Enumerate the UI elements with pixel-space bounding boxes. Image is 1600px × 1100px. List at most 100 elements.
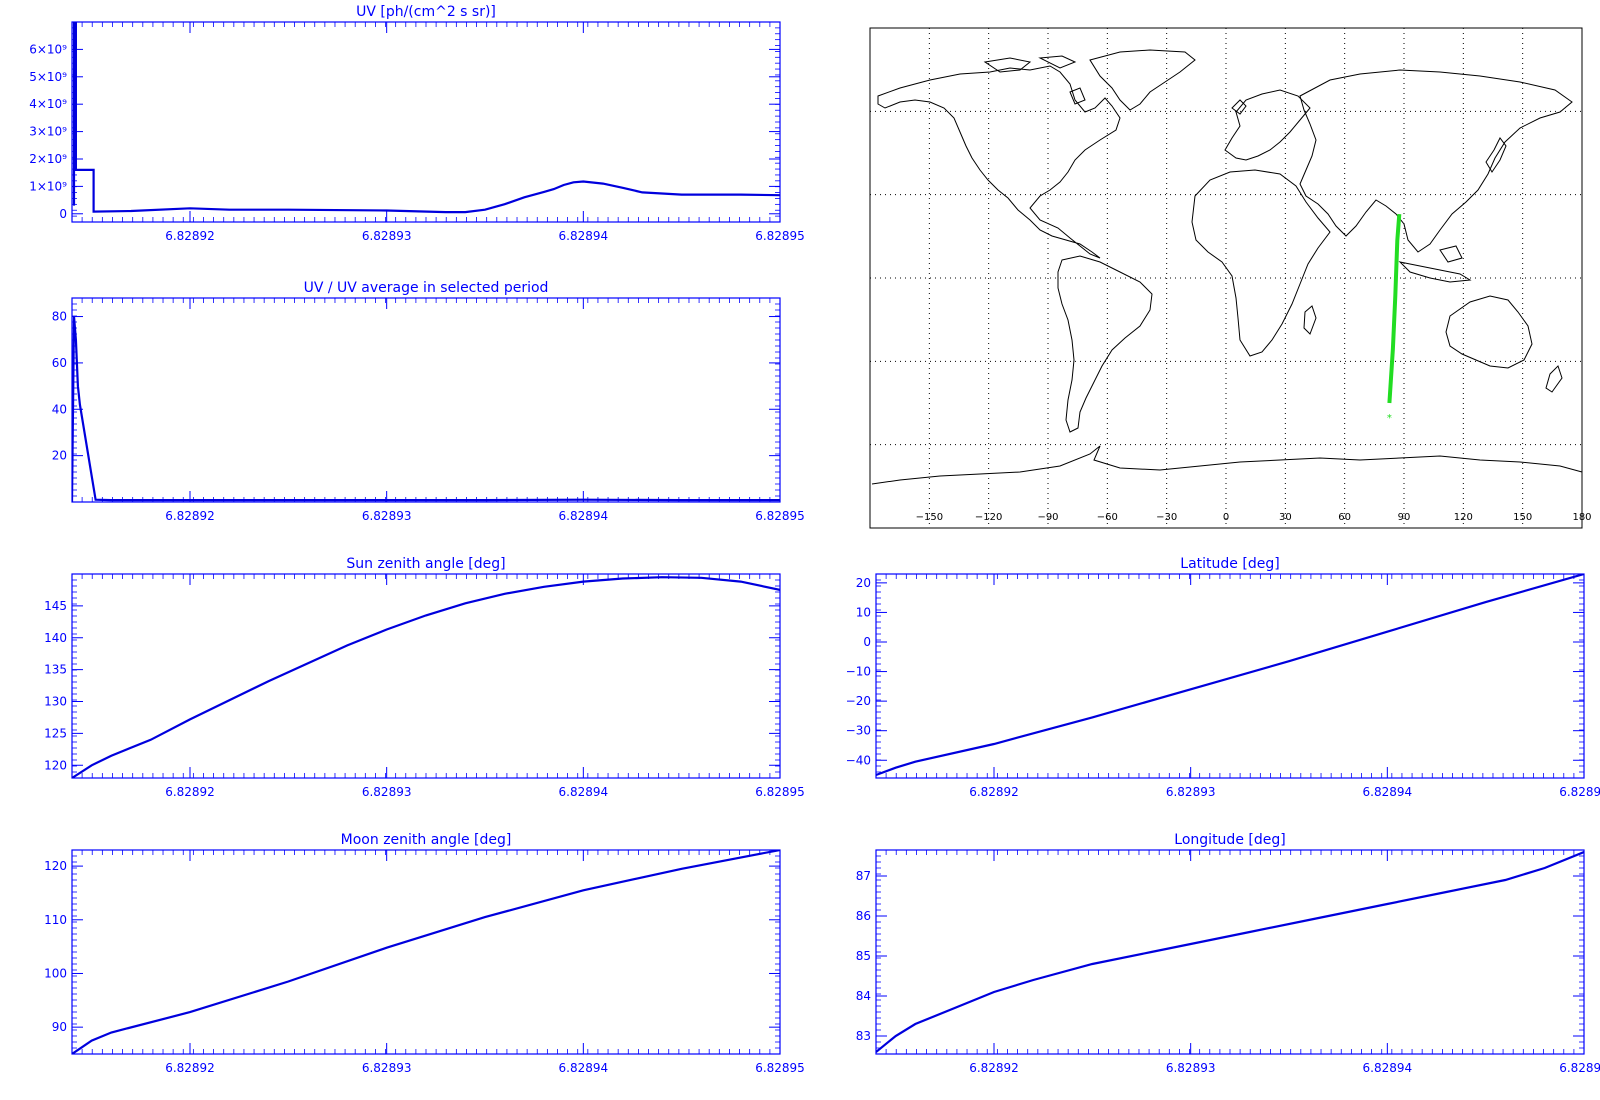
series-line [72,316,780,502]
x-tick-label: 6.82893 [362,509,412,523]
y-tick-label: 120 [44,758,67,772]
x-tick-label: 6.82895 [755,1061,805,1075]
y-tick-label: 10 [856,605,871,619]
chart-title: Latitude [deg] [1180,556,1279,572]
map-grid [870,28,1582,528]
chart-uv: UV [ph/(cm^2 s sr)] 6.82892 6.82893 6.82894… [29,4,805,243]
x-tick-label: 6.82893 [362,229,412,243]
map-lon-label: 150 [1513,512,1532,523]
y-tick-label: 3×10⁹ [29,125,67,139]
x-tick-label: 6.82895 [755,229,805,243]
coast-europe [1224,89,1311,161]
coast-south-america [1057,255,1153,433]
x-tick-label: 6.82894 [1363,1061,1413,1075]
x-tick-label: 6.82895 [1559,785,1600,799]
y-tick-label: 125 [44,726,67,740]
x-tick-label: 6.82893 [1166,785,1216,799]
map-lon-label: 60 [1338,512,1351,523]
chart-uvratio: UV / UV average in selected period 6.8289… [52,280,805,523]
chart-title: UV [ph/(cm^2 s sr)] [356,4,496,20]
y-tick-label: 20 [856,576,871,590]
y-tick-label: 135 [44,663,67,677]
coast-greenland [1089,49,1196,111]
y-tick-label: 20 [52,449,67,463]
y-tick-label: 0 [863,635,871,649]
y-tick-label: 60 [52,356,67,370]
y-tick-label: −40 [846,753,871,767]
x-tick-label: 6.82894 [559,229,609,243]
x-tick-label: 6.82892 [165,785,215,799]
chart-title: Sun zenith angle [deg] [346,556,505,572]
y-tick-label: 120 [44,859,67,873]
chart-sza: Sun zenith angle [deg] 6.82892 6.82893 6.82… [44,556,805,799]
chart-title: Longitude [deg] [1174,832,1285,848]
chart-title: UV / UV average in selected period [304,280,549,296]
coast-africa [1191,169,1331,357]
coast-madagascar [1303,305,1317,335]
coast-antarctica [871,445,1583,485]
y-tick-label: 4×10⁹ [29,97,67,111]
plot-frame [875,849,1585,1055]
plot-frame [71,21,781,223]
y-tick-label: 80 [52,310,67,324]
x-tick-label: 6.82893 [362,1061,412,1075]
x-tick-label: 6.82892 [165,1061,215,1075]
y-tick-label: 85 [856,949,871,963]
y-tick-label: 40 [52,402,67,416]
coast-new-zealand [1545,365,1563,393]
satellite-track: * [1387,213,1402,424]
world-map-panel: * −150 −120 −90 −60 −30 0 30 60 90 120 150 180 [869,27,1592,529]
chart-title: Moon zenith angle [deg] [341,832,512,848]
y-tick-label: 140 [44,631,67,645]
x-tick-label: 6.82894 [1363,785,1413,799]
map-lon-label: 30 [1279,512,1292,523]
plot-frame [71,297,781,503]
y-tick-label: 5×10⁹ [29,70,67,84]
y-tick-label: 0 [59,207,67,221]
y-tick-label: 130 [44,695,67,709]
map-lon-label: 90 [1398,512,1411,523]
map-lon-label: −30 [1156,512,1177,523]
x-tick-label: 6.82895 [755,785,805,799]
y-tick-label: 1×10⁹ [29,179,67,193]
y-tick-label: −30 [846,724,871,738]
x-tick-label: 6.82893 [1166,1061,1216,1075]
x-tick-label: 6.82894 [559,509,609,523]
series-line [72,22,780,214]
x-tick-label: 6.82894 [559,785,609,799]
series-line [876,850,1584,1053]
map-lon-label: 120 [1454,512,1473,523]
y-tick-label: 86 [856,909,871,923]
y-tick-label: 83 [856,1029,871,1043]
chart-lat: Latitude [deg] 6.82892 6.82893 6.82894 6.828… [846,556,1600,799]
x-tick-label: 6.82892 [969,785,1019,799]
plot-frame [71,849,781,1055]
x-tick-label: 6.82892 [969,1061,1019,1075]
y-tick-label: 100 [44,966,67,980]
coast-australia [1445,295,1533,369]
map-lon-label: 0 [1223,512,1229,523]
x-tick-label: 6.82893 [362,785,412,799]
coast-arctic-islands [983,55,1086,105]
y-tick-label: 90 [52,1020,67,1034]
y-tick-label: 84 [856,989,871,1003]
x-tick-label: 6.82895 [1559,1061,1600,1075]
map-lon-label: −60 [1097,512,1118,523]
plot-frame [71,573,781,779]
series-line [72,576,780,778]
map-lon-label: 180 [1572,512,1591,523]
series-line [876,574,1584,777]
chart-mza: Moon zenith angle [deg] 6.82892 6.82893 6.8… [44,832,805,1075]
y-tick-label: 2×10⁹ [29,152,67,166]
series-line [72,850,780,1054]
track-end-marker: * [1387,413,1392,424]
map-lon-label: −90 [1037,512,1058,523]
map-lon-label: −120 [975,512,1002,523]
x-tick-label: 6.82892 [165,229,215,243]
y-tick-label: 6×10⁹ [29,42,67,56]
map-lon-label: −150 [916,512,943,523]
x-tick-label: 6.82894 [559,1061,609,1075]
x-tick-label: 6.82892 [165,509,215,523]
y-tick-label: 145 [44,599,67,613]
